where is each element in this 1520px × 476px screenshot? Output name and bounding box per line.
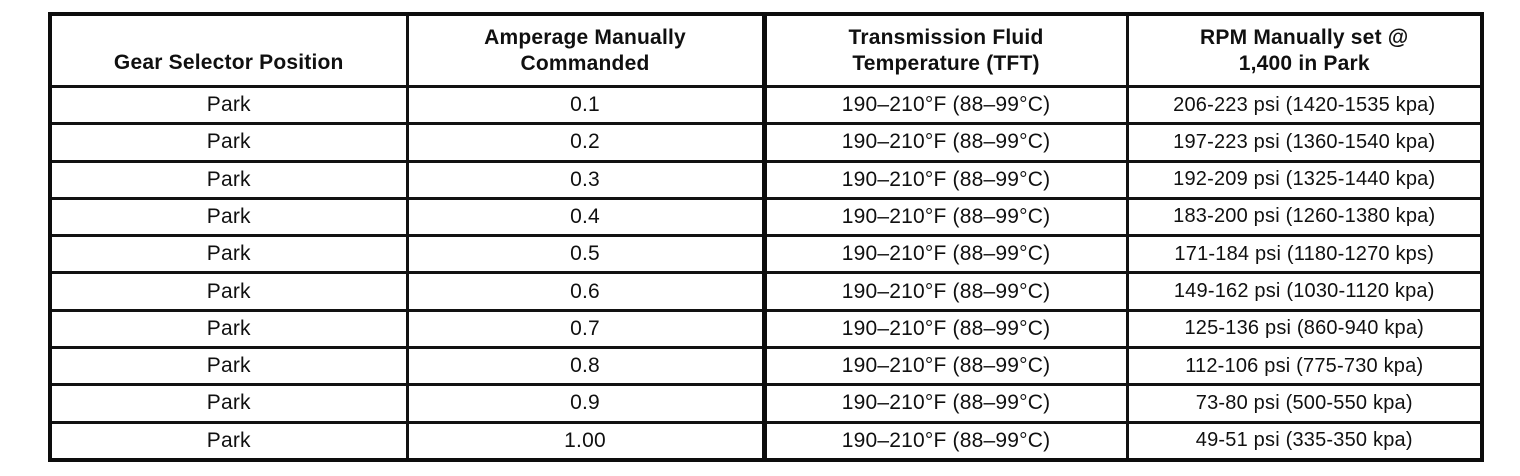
table-cell-tft: 190–210°F (88–99°C) [761, 196, 1129, 238]
table-cell-rpm-line-pressure: 171-184 psi (1180-1270 kps) [1125, 234, 1484, 275]
table-cell-amperage-commanded: 0.4 [405, 196, 766, 238]
table-cell-tft: 190–210°F (88–99°C) [761, 271, 1129, 312]
table-row: Park 0.2 190–210°F (88–99°C) 197-223 psi (1… [48, 122, 1484, 163]
table-cell-gear-selector-position: Park [48, 122, 409, 163]
table-cell-rpm-line-pressure: 149-162 psi (1030-1120 kpa) [1125, 271, 1484, 312]
table-cell-rpm-line-pressure: 206-223 psi (1420-1535 kpa) [1125, 84, 1484, 126]
column-header-rpm-line-pressure: RPM Manually set @ 1,400 in Park [1125, 12, 1484, 88]
table-cell-amperage-commanded: 0.7 [405, 308, 766, 349]
table-row: Park 0.3 190–210°F (88–99°C) 192-209 psi (1… [48, 159, 1484, 200]
table-row: Park 0.7 190–210°F (88–99°C) 125-136 psi (8… [48, 308, 1484, 349]
table-cell-amperage-commanded: 0.8 [405, 345, 766, 387]
table-cell-tft: 190–210°F (88–99°C) [761, 420, 1129, 462]
column-header-tft: Transmission Fluid Temperature (TFT) [761, 12, 1129, 88]
table-row: Park 0.4 190–210°F (88–99°C) 183-200 psi (1… [48, 196, 1484, 238]
table-cell-amperage-commanded: 0.1 [405, 84, 766, 126]
table-cell-gear-selector-position: Park [48, 234, 409, 275]
table-row: Park 1.00 190–210°F (88–99°C) 49-51 psi (33… [48, 420, 1484, 462]
table-cell-gear-selector-position: Park [48, 308, 409, 349]
column-header-amperage-commanded: Amperage Manually Commanded [405, 12, 766, 88]
table-cell-amperage-commanded: 0.2 [405, 122, 766, 163]
table-cell-amperage-commanded: 0.5 [405, 234, 766, 275]
column-header-gear-selector-position: Gear Selector Position [48, 12, 409, 88]
table-row: Park 0.6 190–210°F (88–99°C) 149-162 psi (1… [48, 271, 1484, 312]
table-cell-tft: 190–210°F (88–99°C) [761, 234, 1129, 275]
table-cell-rpm-line-pressure: 125-136 psi (860-940 kpa) [1125, 308, 1484, 349]
table-cell-gear-selector-position: Park [48, 345, 409, 387]
table-cell-gear-selector-position: Park [48, 420, 409, 462]
header-row: Gear Selector Position Amperage Manually… [48, 12, 1484, 88]
line-pressure-spec-table: Gear Selector Position Amperage Manually… [48, 12, 1484, 462]
table-cell-tft: 190–210°F (88–99°C) [761, 383, 1129, 424]
table-cell-rpm-line-pressure: 112-106 psi (775-730 kpa) [1125, 345, 1484, 387]
table-cell-rpm-line-pressure: 73-80 psi (500-550 kpa) [1125, 383, 1484, 424]
table-row: Park 0.5 190–210°F (88–99°C) 171-184 psi (1… [48, 234, 1484, 275]
table-cell-gear-selector-position: Park [48, 84, 409, 126]
table-cell-gear-selector-position: Park [48, 159, 409, 200]
table-row: Park 0.8 190–210°F (88–99°C) 112-106 psi (7… [48, 345, 1484, 387]
table-cell-tft: 190–210°F (88–99°C) [761, 308, 1129, 349]
table-row: Park 0.9 190–210°F (88–99°C) 73-80 psi (500… [48, 383, 1484, 424]
table-cell-rpm-line-pressure: 49-51 psi (335-350 kpa) [1125, 420, 1484, 462]
table-cell-tft: 190–210°F (88–99°C) [761, 159, 1129, 200]
table-cell-amperage-commanded: 0.3 [405, 159, 766, 200]
table-body: Park 0.1 190–210°F (88–99°C) 206-223 psi (1… [48, 84, 1484, 462]
table-cell-gear-selector-position: Park [48, 196, 409, 238]
table-cell-tft: 190–210°F (88–99°C) [761, 84, 1129, 126]
table-row: Park 0.1 190–210°F (88–99°C) 206-223 psi (1… [48, 84, 1484, 126]
table-cell-amperage-commanded: 1.00 [405, 420, 766, 462]
table-cell-amperage-commanded: 0.9 [405, 383, 766, 424]
table-cell-rpm-line-pressure: 192-209 psi (1325-1440 kpa) [1125, 159, 1484, 200]
table-cell-rpm-line-pressure: 197-223 psi (1360-1540 kpa) [1125, 122, 1484, 163]
table-cell-tft: 190–210°F (88–99°C) [761, 345, 1129, 387]
table-cell-tft: 190–210°F (88–99°C) [761, 122, 1129, 163]
table-cell-rpm-line-pressure: 183-200 psi (1260-1380 kpa) [1125, 196, 1484, 238]
table-cell-gear-selector-position: Park [48, 271, 409, 312]
table-cell-amperage-commanded: 0.6 [405, 271, 766, 312]
table-cell-gear-selector-position: Park [48, 383, 409, 424]
